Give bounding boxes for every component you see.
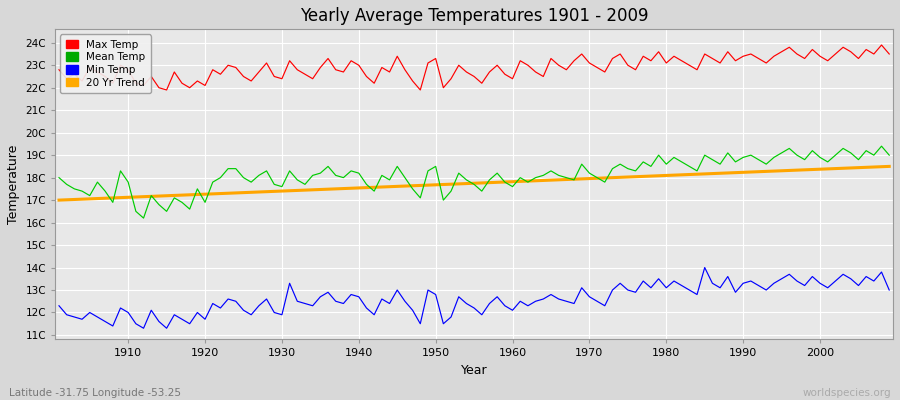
Text: Latitude -31.75 Longitude -53.25: Latitude -31.75 Longitude -53.25	[9, 388, 181, 398]
Y-axis label: Temperature: Temperature	[7, 145, 20, 224]
X-axis label: Year: Year	[461, 364, 488, 377]
Title: Yearly Average Temperatures 1901 - 2009: Yearly Average Temperatures 1901 - 2009	[300, 7, 648, 25]
Legend: Max Temp, Mean Temp, Min Temp, 20 Yr Trend: Max Temp, Mean Temp, Min Temp, 20 Yr Tre…	[60, 34, 150, 93]
Text: worldspecies.org: worldspecies.org	[803, 388, 891, 398]
